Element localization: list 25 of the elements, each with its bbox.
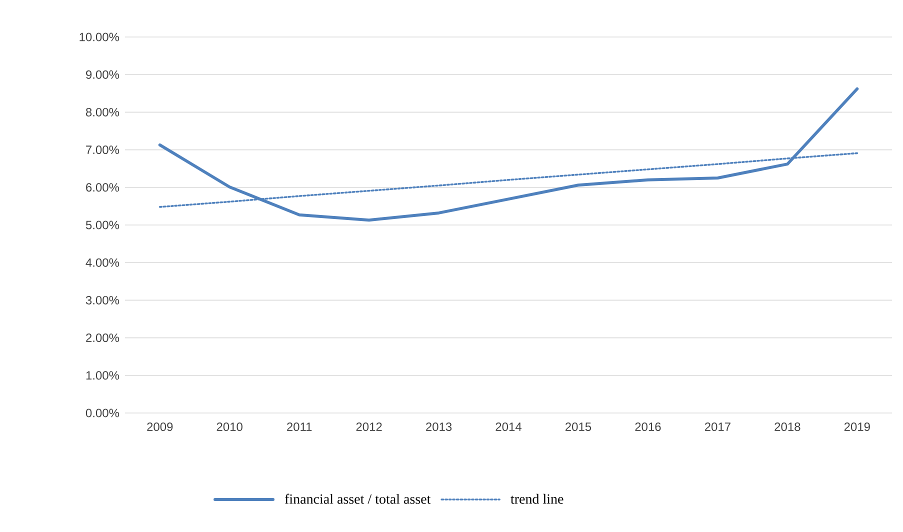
y-tick-label: 3.00% [86, 296, 120, 304]
x-tick-label: 2016 [635, 422, 661, 432]
legend-label: financial asset / total asset [284, 494, 431, 504]
y-tick-label: 9.00% [86, 70, 120, 79]
x-tick-label: 2012 [356, 422, 382, 432]
y-tick-label: 1.00% [86, 371, 120, 380]
x-tick-label: 2015 [565, 422, 592, 432]
y-tick-label: 4.00% [86, 258, 120, 267]
y-tick-label: 8.00% [86, 108, 120, 116]
y-tick-label: 0.00% [86, 408, 120, 418]
y-tick-label: 7.00% [86, 146, 120, 154]
x-tick-label: 2010 [216, 422, 242, 432]
x-tick-label: 2018 [774, 422, 800, 432]
y-tick-label: 2.00% [86, 334, 120, 342]
legend-label: trend line [510, 494, 564, 504]
x-tick-label: 2014 [496, 422, 522, 432]
line-series [158, 87, 859, 222]
x-tick-label: 2013 [426, 422, 452, 432]
x-tick-label: 2011 [287, 422, 312, 432]
y-tick-label: 10.00% [80, 32, 120, 42]
x-tick-label: 2019 [844, 422, 870, 432]
x-tick-label: 2009 [147, 422, 173, 432]
y-tick-label: 5.00% [86, 220, 120, 230]
x-tick-label: 2017 [704, 422, 730, 432]
y-tick-label: 6.00% [86, 183, 120, 192]
